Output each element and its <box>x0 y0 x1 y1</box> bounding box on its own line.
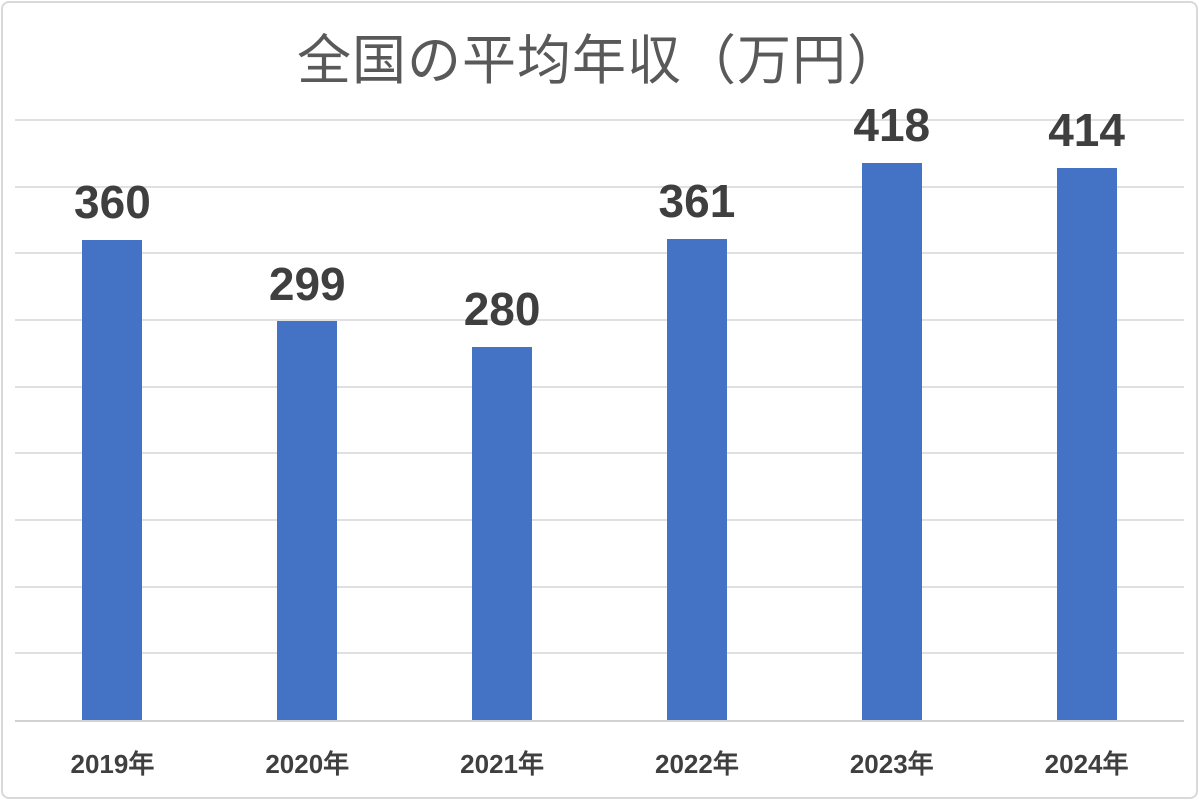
gridline <box>15 385 1184 388</box>
bar-2021年 <box>472 346 533 720</box>
bar-2023年 <box>861 162 922 720</box>
x-axis-label: 2021年 <box>460 749 544 779</box>
gridline <box>15 652 1184 655</box>
x-axis-label: 2022年 <box>654 749 739 779</box>
gridline <box>15 585 1184 588</box>
data-label: 280 <box>463 283 541 336</box>
gridline <box>15 519 1184 521</box>
gridline <box>15 119 1184 121</box>
data-label: 414 <box>1048 104 1125 157</box>
x-axis-label: 2019年 <box>70 749 155 779</box>
gridline <box>15 319 1184 321</box>
data-label: 299 <box>268 257 346 310</box>
x-axis-label: 2020年 <box>265 749 350 779</box>
gridline <box>15 185 1184 188</box>
chart-title: 全国の平均年収（万円） <box>297 31 902 91</box>
data-label: 418 <box>853 99 931 152</box>
bar-2022年 <box>666 238 727 720</box>
gridline <box>15 452 1184 455</box>
x-axis: 2019年 2020年 2021年 2022年 2023年 2024年 <box>15 744 1184 788</box>
x-axis-label: 2023年 <box>849 749 934 779</box>
bar-2019年 <box>82 240 143 720</box>
bar-2020年 <box>277 321 338 720</box>
gridline <box>15 252 1184 255</box>
plot-area: 360 299 280 361 418 414 <box>15 100 1184 722</box>
x-axis-label: 2024年 <box>1044 749 1129 779</box>
bar-2024年 <box>1056 168 1117 720</box>
data-label: 360 <box>74 176 151 229</box>
data-label: 361 <box>658 175 736 228</box>
